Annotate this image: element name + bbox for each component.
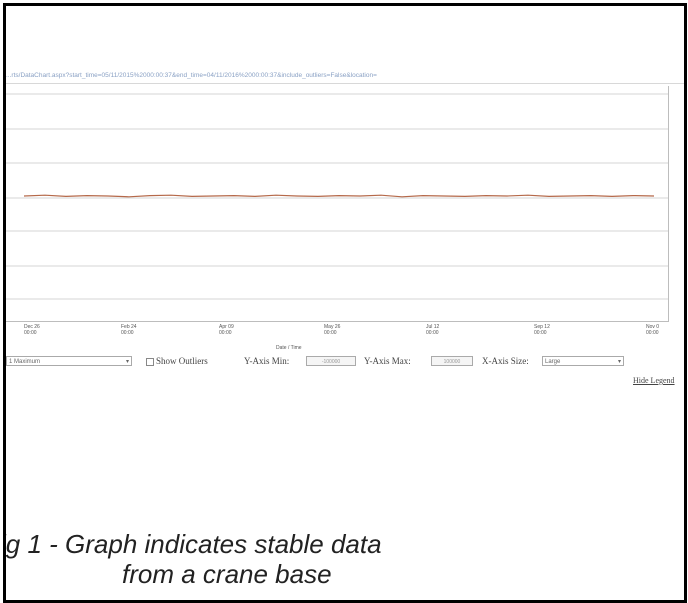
chart-plot-area [6,86,669,322]
caption-line-2: from a crane base [122,559,332,589]
x-tick-time: 00:00 [426,330,439,336]
x-tick-label: Dec 26 00:00 [24,324,64,336]
x-tick-time: 00:00 [121,330,134,336]
series-line [23,194,655,198]
y-axis-max-input[interactable]: 100000 [431,356,473,366]
x-tick-time: 00:00 [219,330,232,336]
x-tick-date: Jul 12 [426,324,440,330]
screenshot-frame: ...rts/DataChart.aspx?start_time=05/11/2… [3,3,687,603]
caption-line-1: ig 1 - Graph indicates stable data [3,529,382,559]
x-tick-label: Apr 09 00:00 [219,324,259,336]
chevron-down-icon: ▾ [125,359,129,365]
x-axis-size-select[interactable]: Large ▾ [542,356,624,366]
x-axis-size-value: Large [545,359,561,365]
chart-svg [6,93,668,300]
address-url[interactable]: ...rts/DataChart.aspx?start_time=05/11/2… [6,72,377,79]
x-tick-time: 00:00 [534,330,547,336]
x-tick-label: May 26 00:00 [324,324,364,336]
x-tick-time: 00:00 [646,330,659,336]
x-tick-label: Jul 12 00:00 [426,324,466,336]
chevron-down-icon: ▾ [617,359,621,365]
x-tick-date: May 26 [324,324,341,330]
chart-controls: 1 Maximum ▾ Show Outliers Y-Axis Min: -1… [6,355,684,369]
series-select-value: 1 Maximum [9,359,41,365]
y-axis-min-input[interactable]: -100000 [306,356,356,366]
x-tick-label: Nov 0 00:00 [646,324,684,336]
x-tick-date: Feb 24 [121,324,137,330]
x-tick-date: Dec 26 [24,324,40,330]
x-axis-label: Date / Time [276,345,302,351]
x-axis-ticks: Dec 26 00:00 Feb 24 00:00 Apr 09 00:00 May 26 0… [6,324,684,348]
y-axis-min-label: Y-Axis Min: [244,356,290,366]
show-outliers-label: Show Outliers [156,356,208,366]
x-tick-date: Nov 0 [646,324,660,330]
x-tick-time: 00:00 [324,330,337,336]
x-tick-time: 00:00 [24,330,37,336]
hide-legend-link[interactable]: Hide Legend [633,376,675,385]
series-select[interactable]: 1 Maximum ▾ [6,356,132,366]
y-axis-max-label: Y-Axis Max: [364,356,411,366]
x-tick-label: Sep 12 00:00 [534,324,574,336]
x-tick-date: Sep 12 [534,324,550,330]
x-tick-label: Feb 24 00:00 [121,324,161,336]
x-axis-size-label: X-Axis Size: [482,356,529,366]
show-outliers-checkbox[interactable] [146,358,154,366]
x-tick-date: Apr 09 [219,324,234,330]
divider [6,83,684,84]
